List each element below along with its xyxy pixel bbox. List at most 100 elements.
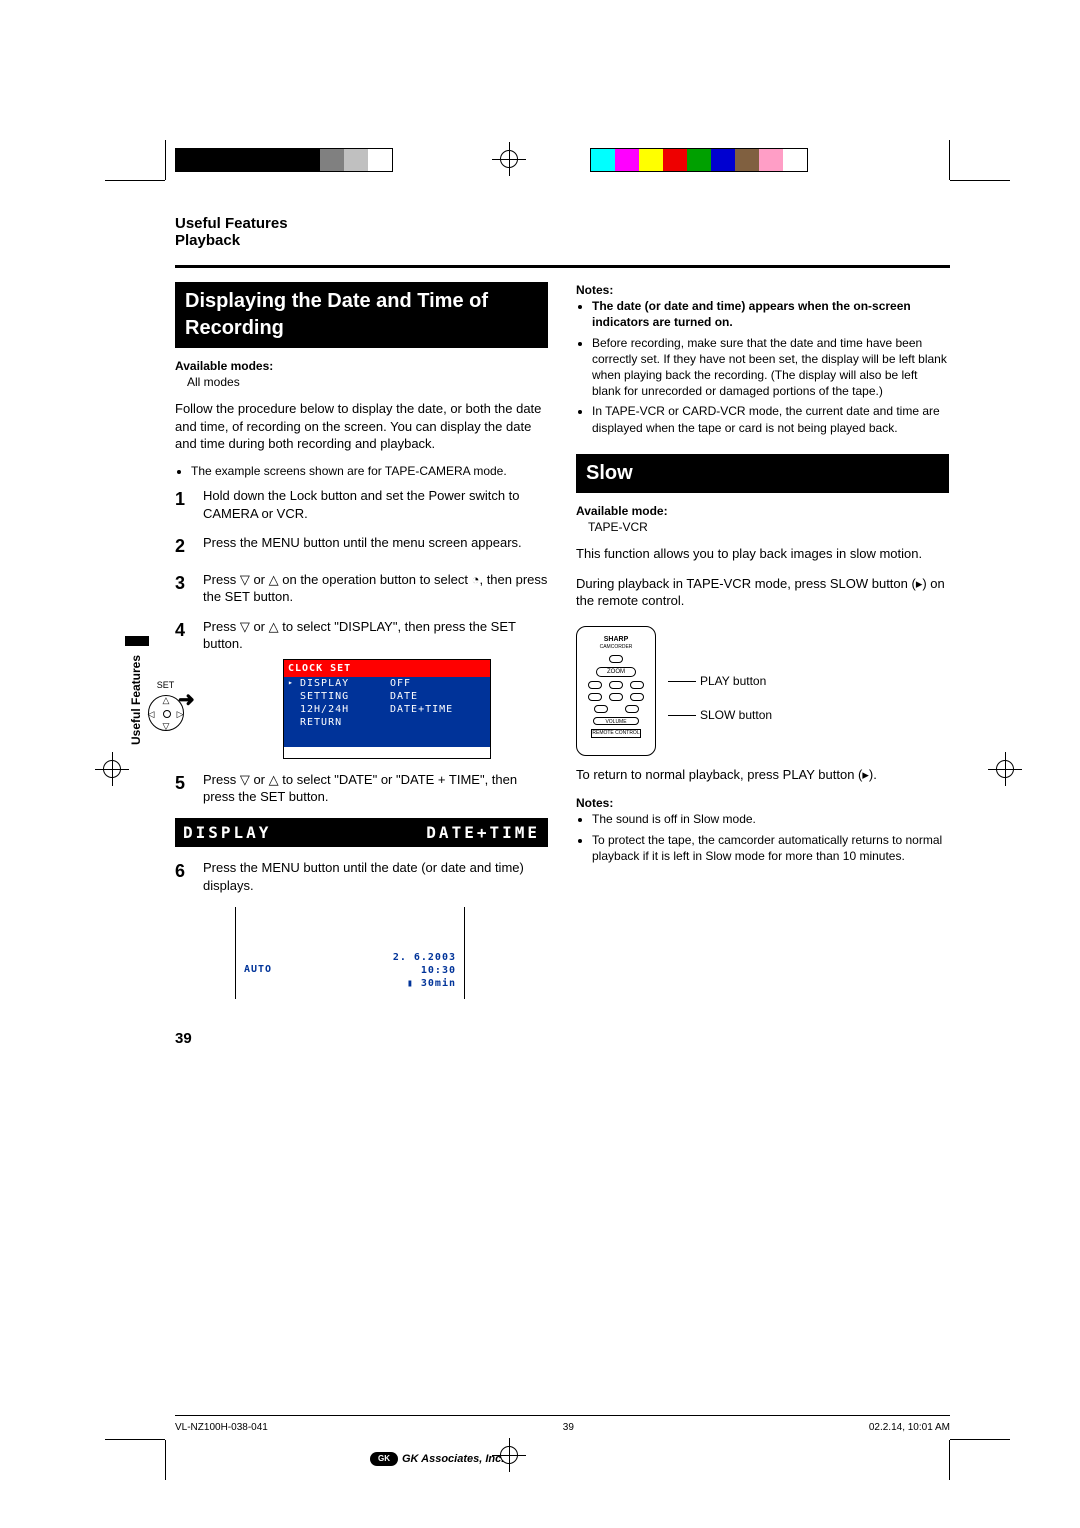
step-text-part: Press	[203, 572, 240, 587]
step-text-part: or	[250, 619, 269, 634]
remote-callouts: PLAY button SLOW button	[668, 673, 772, 723]
footer-right: 02.2.14, 10:01 AM	[869, 1422, 950, 1433]
footer-left: VL-NZ100H-038-041	[175, 1422, 268, 1433]
result-date: 2. 6.2003	[393, 951, 456, 964]
footer-logo-text: GK Associates, Inc.	[402, 1453, 504, 1465]
step-number: 2	[175, 534, 193, 558]
available-modes-value: All modes	[187, 374, 548, 390]
play-button-label: PLAY button	[700, 674, 766, 688]
menu-title: CLOCK SET	[284, 660, 490, 678]
step-text: Press the MENU button until the menu scr…	[203, 534, 548, 552]
note-item: Before recording, make sure that the dat…	[592, 335, 949, 400]
divider	[175, 265, 950, 268]
step-text: Press ▽ or △ on the operation button to …	[203, 571, 548, 606]
step-text: Press ▽ or △ to select "DATE" or "DATE +…	[203, 771, 548, 806]
step-text-part: on the operation button to select	[279, 572, 472, 587]
page-number: 39	[175, 1029, 548, 1049]
result-time: 10:30	[393, 964, 456, 977]
result-auto: AUTO	[244, 963, 272, 977]
down-triangle-icon: ▽	[240, 772, 250, 787]
notes-list-b: The sound is off in Slow mode. To protect…	[576, 811, 949, 864]
crop-mark	[950, 1439, 1010, 1440]
note-item: To protect the tape, the camcorder autom…	[592, 832, 949, 864]
notes-label: Notes:	[576, 282, 949, 298]
left-column: Displaying the Date and Time of Recordin…	[175, 282, 548, 1049]
notes-list-a: The date (or date and time) appears when…	[576, 298, 949, 436]
footer-logo: GK GK Associates, Inc.	[370, 1452, 504, 1466]
menu-screen: CLOCK SET ▸DISPLAYOFF SETTINGDATE 12H/24…	[283, 659, 491, 759]
crop-mark	[105, 180, 165, 181]
down-triangle-icon: ▽	[240, 572, 250, 587]
intro-text: Follow the procedure below to display th…	[175, 400, 548, 453]
example-note-item: The example screens shown are for TAPE-C…	[191, 463, 548, 479]
step-text-part: Press	[203, 619, 240, 634]
step-text-part: or	[250, 772, 269, 787]
result-datetime: 2. 6.2003 10:30 ▮ 30min	[393, 951, 456, 990]
step-text: Hold down the Lock button and set the Po…	[203, 487, 548, 522]
display-highlight-bar: DISPLAY DATE+TIME	[175, 818, 548, 848]
footer: VL-NZ100H-038-041 39 02.2.14, 10:01 AM	[175, 1415, 950, 1433]
crop-mark	[950, 180, 1010, 181]
page-content: Useful Features Playback Displaying the …	[175, 215, 950, 1049]
remote-rc-label: REMOTE CONTROL	[591, 729, 641, 738]
return-instruction: To return to normal playback, press PLAY…	[576, 766, 949, 784]
logo-icon: GK	[370, 1452, 398, 1466]
result-screen: AUTO 2. 6.2003 10:30 ▮ 30min	[235, 907, 465, 999]
up-triangle-icon: △	[269, 772, 279, 787]
step-2: 2 Press the MENU button until the menu s…	[175, 534, 548, 558]
note-item: In TAPE-VCR or CARD-VCR mode, the curren…	[592, 403, 949, 435]
highlight-right: DATE+TIME	[426, 822, 540, 844]
slow-intro: This function allows you to play back im…	[576, 545, 949, 563]
remote-volume: VOLUME	[593, 717, 639, 725]
crop-mark	[105, 1439, 165, 1440]
down-triangle-icon: ▽	[240, 619, 250, 634]
step-3: 3 Press ▽ or △ on the operation button t…	[175, 571, 548, 606]
breadcrumb-line1: Useful Features	[175, 215, 950, 232]
step-number: 4	[175, 618, 193, 642]
step-text: Press the MENU button until the date (or…	[203, 859, 548, 894]
right-column: Notes: The date (or date and time) appea…	[576, 282, 949, 1049]
breadcrumb: Useful Features Playback	[175, 215, 950, 249]
remote-brand: SHARP	[585, 635, 647, 644]
step-number: 5	[175, 771, 193, 795]
remote-sub: CAMCORDER	[585, 644, 647, 651]
note-item: The sound is off in Slow mode.	[592, 811, 949, 827]
remote-control-icon: SHARP CAMCORDER ZOOM VOLUME REMOTE CONTR…	[576, 626, 656, 756]
step-number: 6	[175, 859, 193, 883]
available-mode-value: TAPE-VCR	[588, 519, 949, 535]
step-5: 5 Press ▽ or △ to select "DATE" or "DATE…	[175, 771, 548, 806]
step-text: Press ▽ or △ to select "DISPLAY", then p…	[203, 618, 548, 759]
colorbar-left	[175, 148, 393, 172]
up-triangle-icon: △	[269, 619, 279, 634]
slow-instruction: During playback in TAPE-VCR mode, press …	[576, 575, 949, 610]
remote-zoom: ZOOM	[596, 667, 636, 677]
up-triangle-icon: △	[269, 572, 279, 587]
available-modes-label: Available modes:	[175, 358, 548, 374]
step-text-part: or	[250, 572, 269, 587]
slow-button-label: SLOW button	[700, 708, 772, 722]
footer-mid: 39	[563, 1422, 574, 1433]
step-1: 1 Hold down the Lock button and set the …	[175, 487, 548, 522]
highlight-left: DISPLAY	[183, 822, 271, 844]
step-number: 1	[175, 487, 193, 511]
breadcrumb-line2: Playback	[175, 232, 950, 249]
section-heading-slow: Slow	[576, 454, 949, 493]
notes-label: Notes:	[576, 795, 949, 811]
note-item: The date (or date and time) appears when…	[592, 298, 949, 330]
registration-mark	[95, 752, 129, 786]
arrow-right-icon: ➜	[178, 687, 195, 714]
registration-mark	[492, 142, 526, 176]
remote-diagram: SHARP CAMCORDER ZOOM VOLUME REMOTE CONTR…	[576, 620, 949, 756]
colorbar-right	[590, 148, 808, 172]
step-4: 4 Press ▽ or △ to select "DISPLAY", then…	[175, 618, 548, 759]
available-mode-label: Available mode:	[576, 503, 949, 519]
section-heading-display-date: Displaying the Date and Time of Recordin…	[175, 282, 548, 348]
crop-mark	[949, 1440, 950, 1480]
result-battery: ▮ 30min	[393, 977, 456, 990]
step-number: 3	[175, 571, 193, 595]
step-text-part: Press	[203, 772, 240, 787]
crop-mark	[165, 140, 166, 180]
crop-mark	[165, 1440, 166, 1480]
example-note: The example screens shown are for TAPE-C…	[175, 463, 548, 479]
step-6: 6 Press the MENU button until the date (…	[175, 859, 548, 894]
